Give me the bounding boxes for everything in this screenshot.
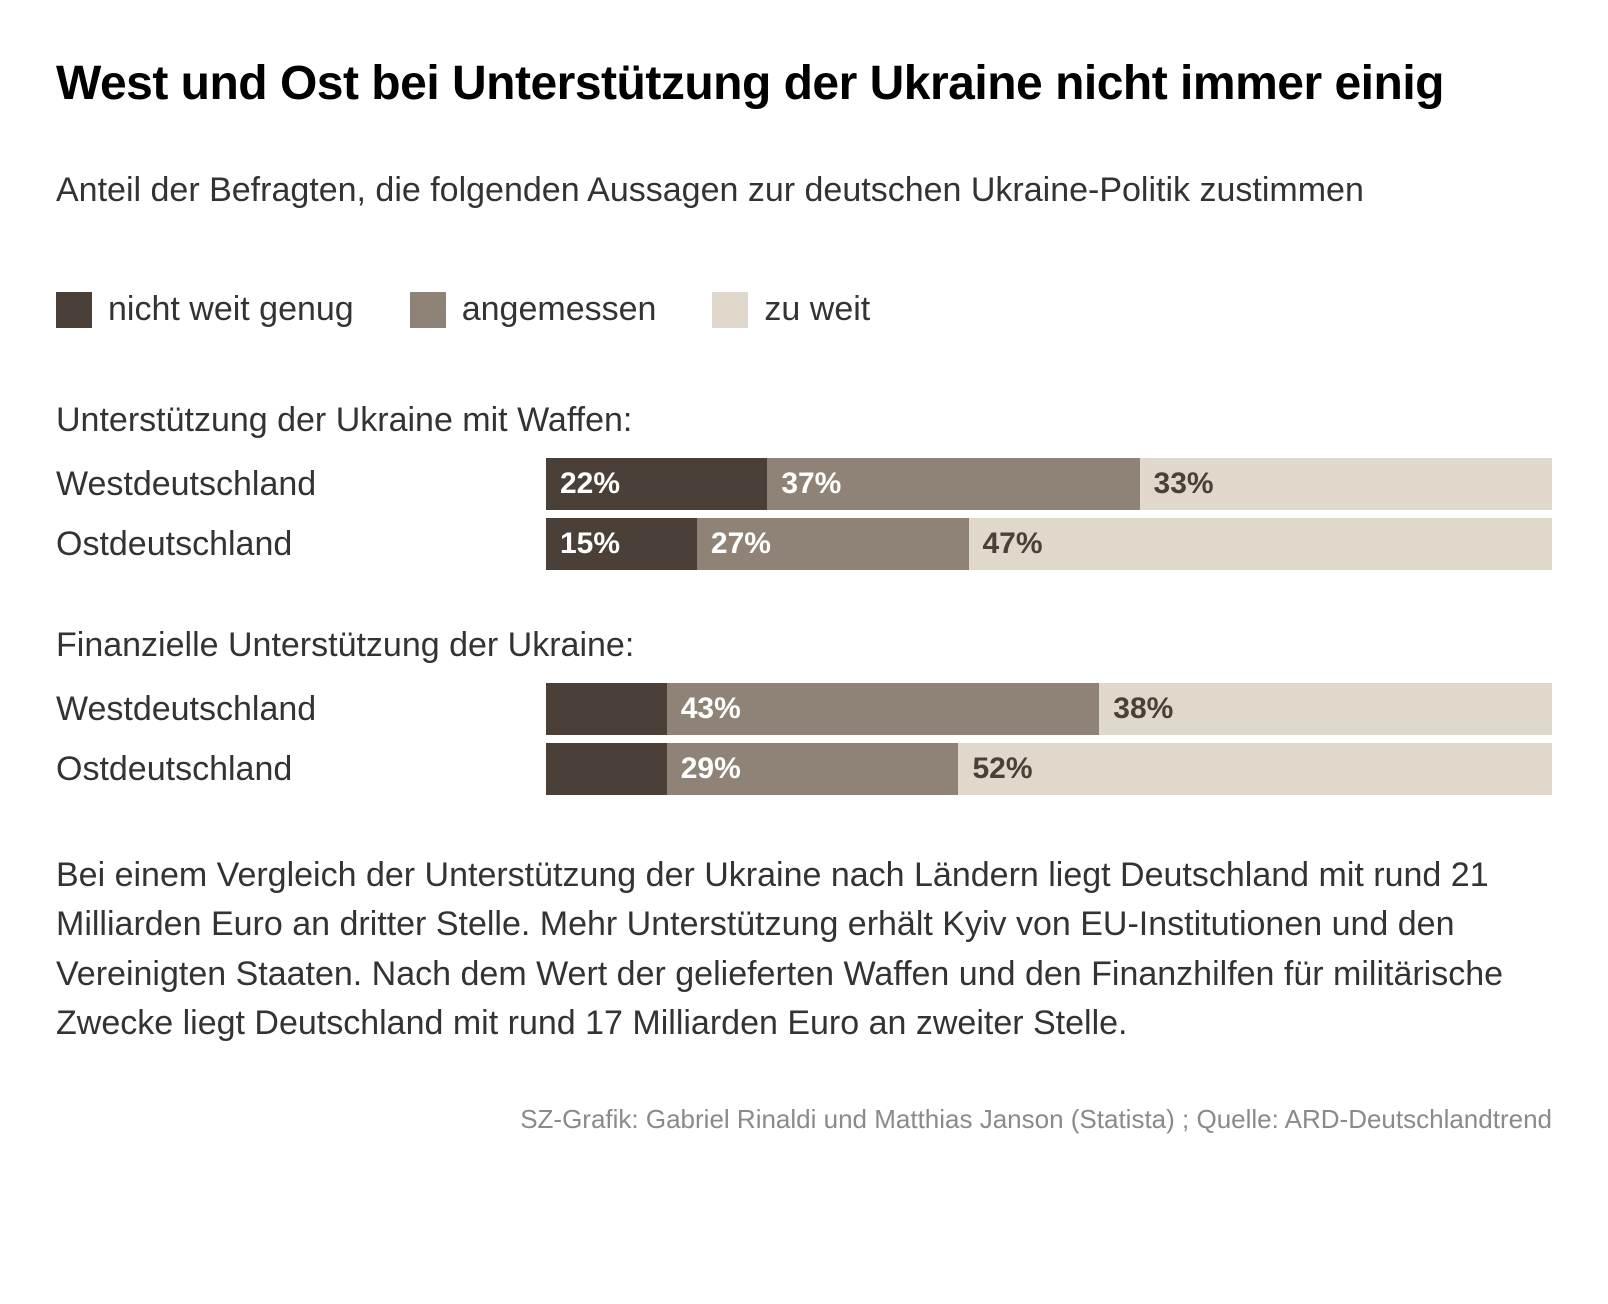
legend-label: zu weit [764, 290, 870, 329]
chart-group-title: Unterstützung der Ukraine mit Waffen: [56, 401, 1552, 440]
bar-segment-remainder [1482, 743, 1552, 795]
bar-segment-angemessen: 37% [767, 458, 1139, 510]
legend-label: nicht weit genug [108, 290, 354, 329]
page-title: West und Ost bei Unterstützung der Ukrai… [56, 56, 1552, 111]
bar-segment-nicht_weit_genug: 22% [546, 458, 767, 510]
bar-container: 22%37%33% [546, 458, 1552, 510]
chart-group: Unterstützung der Ukraine mit Waffen: Wes… [56, 401, 1552, 570]
bar-label: Westdeutschland [56, 465, 546, 504]
bar-segment-remainder [1472, 458, 1552, 510]
bar-container: 43%38% [546, 683, 1552, 735]
legend-label: angemessen [462, 290, 657, 329]
bar-container: 15%27%47% [546, 518, 1552, 570]
bar-segment-zu_weit: 52% [958, 743, 1481, 795]
bar-segment-nicht_weit_genug [546, 743, 667, 795]
bar-label: Ostdeutschland [56, 750, 546, 789]
bar-row: Westdeutschland22%37%33% [56, 458, 1552, 510]
bar-segment-nicht_weit_genug: 15% [546, 518, 697, 570]
bar-row: Ostdeutschland29%52% [56, 743, 1552, 795]
bar-row: Westdeutschland43%38% [56, 683, 1552, 735]
chart-area: Unterstützung der Ukraine mit Waffen: Wes… [56, 401, 1552, 795]
bar-container: 29%52% [546, 743, 1552, 795]
bar-segment-zu_weit: 33% [1140, 458, 1472, 510]
bar-segment-angemessen: 29% [667, 743, 959, 795]
bar-label: Ostdeutschland [56, 525, 546, 564]
legend-swatch [712, 292, 748, 328]
bar-segment-zu_weit: 47% [969, 518, 1442, 570]
bar-segment-remainder [1482, 683, 1552, 735]
credit-line: SZ-Grafik: Gabriel Rinaldi und Matthias … [56, 1104, 1552, 1135]
legend-swatch [410, 292, 446, 328]
chart-group-title: Finanzielle Unterstützung der Ukraine: [56, 626, 1552, 665]
legend-item-angemessen: angemessen [410, 290, 657, 329]
legend-item-nicht_weit_genug: nicht weit genug [56, 290, 354, 329]
bar-segment-angemessen: 27% [697, 518, 969, 570]
chart-group: Finanzielle Unterstützung der Ukraine: We… [56, 626, 1552, 795]
bar-row: Ostdeutschland15%27%47% [56, 518, 1552, 570]
bar-segment-zu_weit: 38% [1099, 683, 1481, 735]
bar-segment-remainder [1441, 518, 1552, 570]
body-paragraph: Bei einem Vergleich der Unterstützung de… [56, 851, 1552, 1048]
legend: nicht weit genug angemessen zu weit [56, 290, 1552, 329]
bar-segment-angemessen: 43% [667, 683, 1100, 735]
legend-swatch [56, 292, 92, 328]
bar-label: Westdeutschland [56, 690, 546, 729]
bar-segment-nicht_weit_genug [546, 683, 667, 735]
subtitle: Anteil der Befragten, die folgenden Auss… [56, 171, 1552, 210]
legend-item-zu_weit: zu weit [712, 290, 870, 329]
